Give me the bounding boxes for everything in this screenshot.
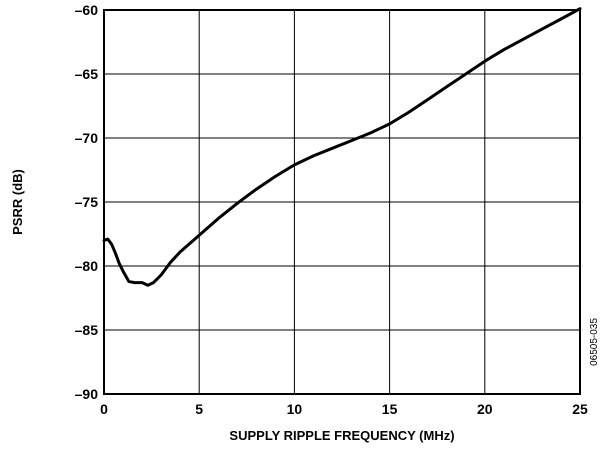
plot-frame bbox=[103, 9, 581, 395]
y-tick-label: –70 bbox=[75, 130, 99, 146]
x-tick-label: 10 bbox=[287, 401, 303, 417]
y-axis-title: PSRR (dB) bbox=[10, 169, 25, 235]
y-tick-label: –80 bbox=[75, 258, 99, 274]
figure-id-label: 06505-035 bbox=[589, 318, 600, 366]
x-tick-label: 25 bbox=[572, 401, 588, 417]
y-tick-label: –65 bbox=[75, 66, 99, 82]
series-line bbox=[102, 7, 582, 287]
series-layer bbox=[102, 7, 582, 287]
x-axis-title: SUPPLY RIPPLE FREQUENCY (MHz) bbox=[229, 428, 454, 443]
x-tick-labels: 0 5 10 15 20 25 bbox=[100, 401, 588, 417]
y-tick-label: –85 bbox=[75, 322, 99, 338]
x-tick-label: 15 bbox=[382, 401, 398, 417]
x-tick-label: 0 bbox=[100, 401, 108, 417]
y-tick-label: –60 bbox=[75, 2, 99, 18]
x-tick-label: 20 bbox=[477, 401, 493, 417]
grid-layer bbox=[103, 9, 581, 395]
x-tick-label: 5 bbox=[195, 401, 203, 417]
y-tick-label: –90 bbox=[75, 386, 99, 402]
y-tick-label: –75 bbox=[75, 194, 99, 210]
y-tick-labels: –90 –85 –80 –75 –70 –65 –60 bbox=[75, 2, 99, 402]
